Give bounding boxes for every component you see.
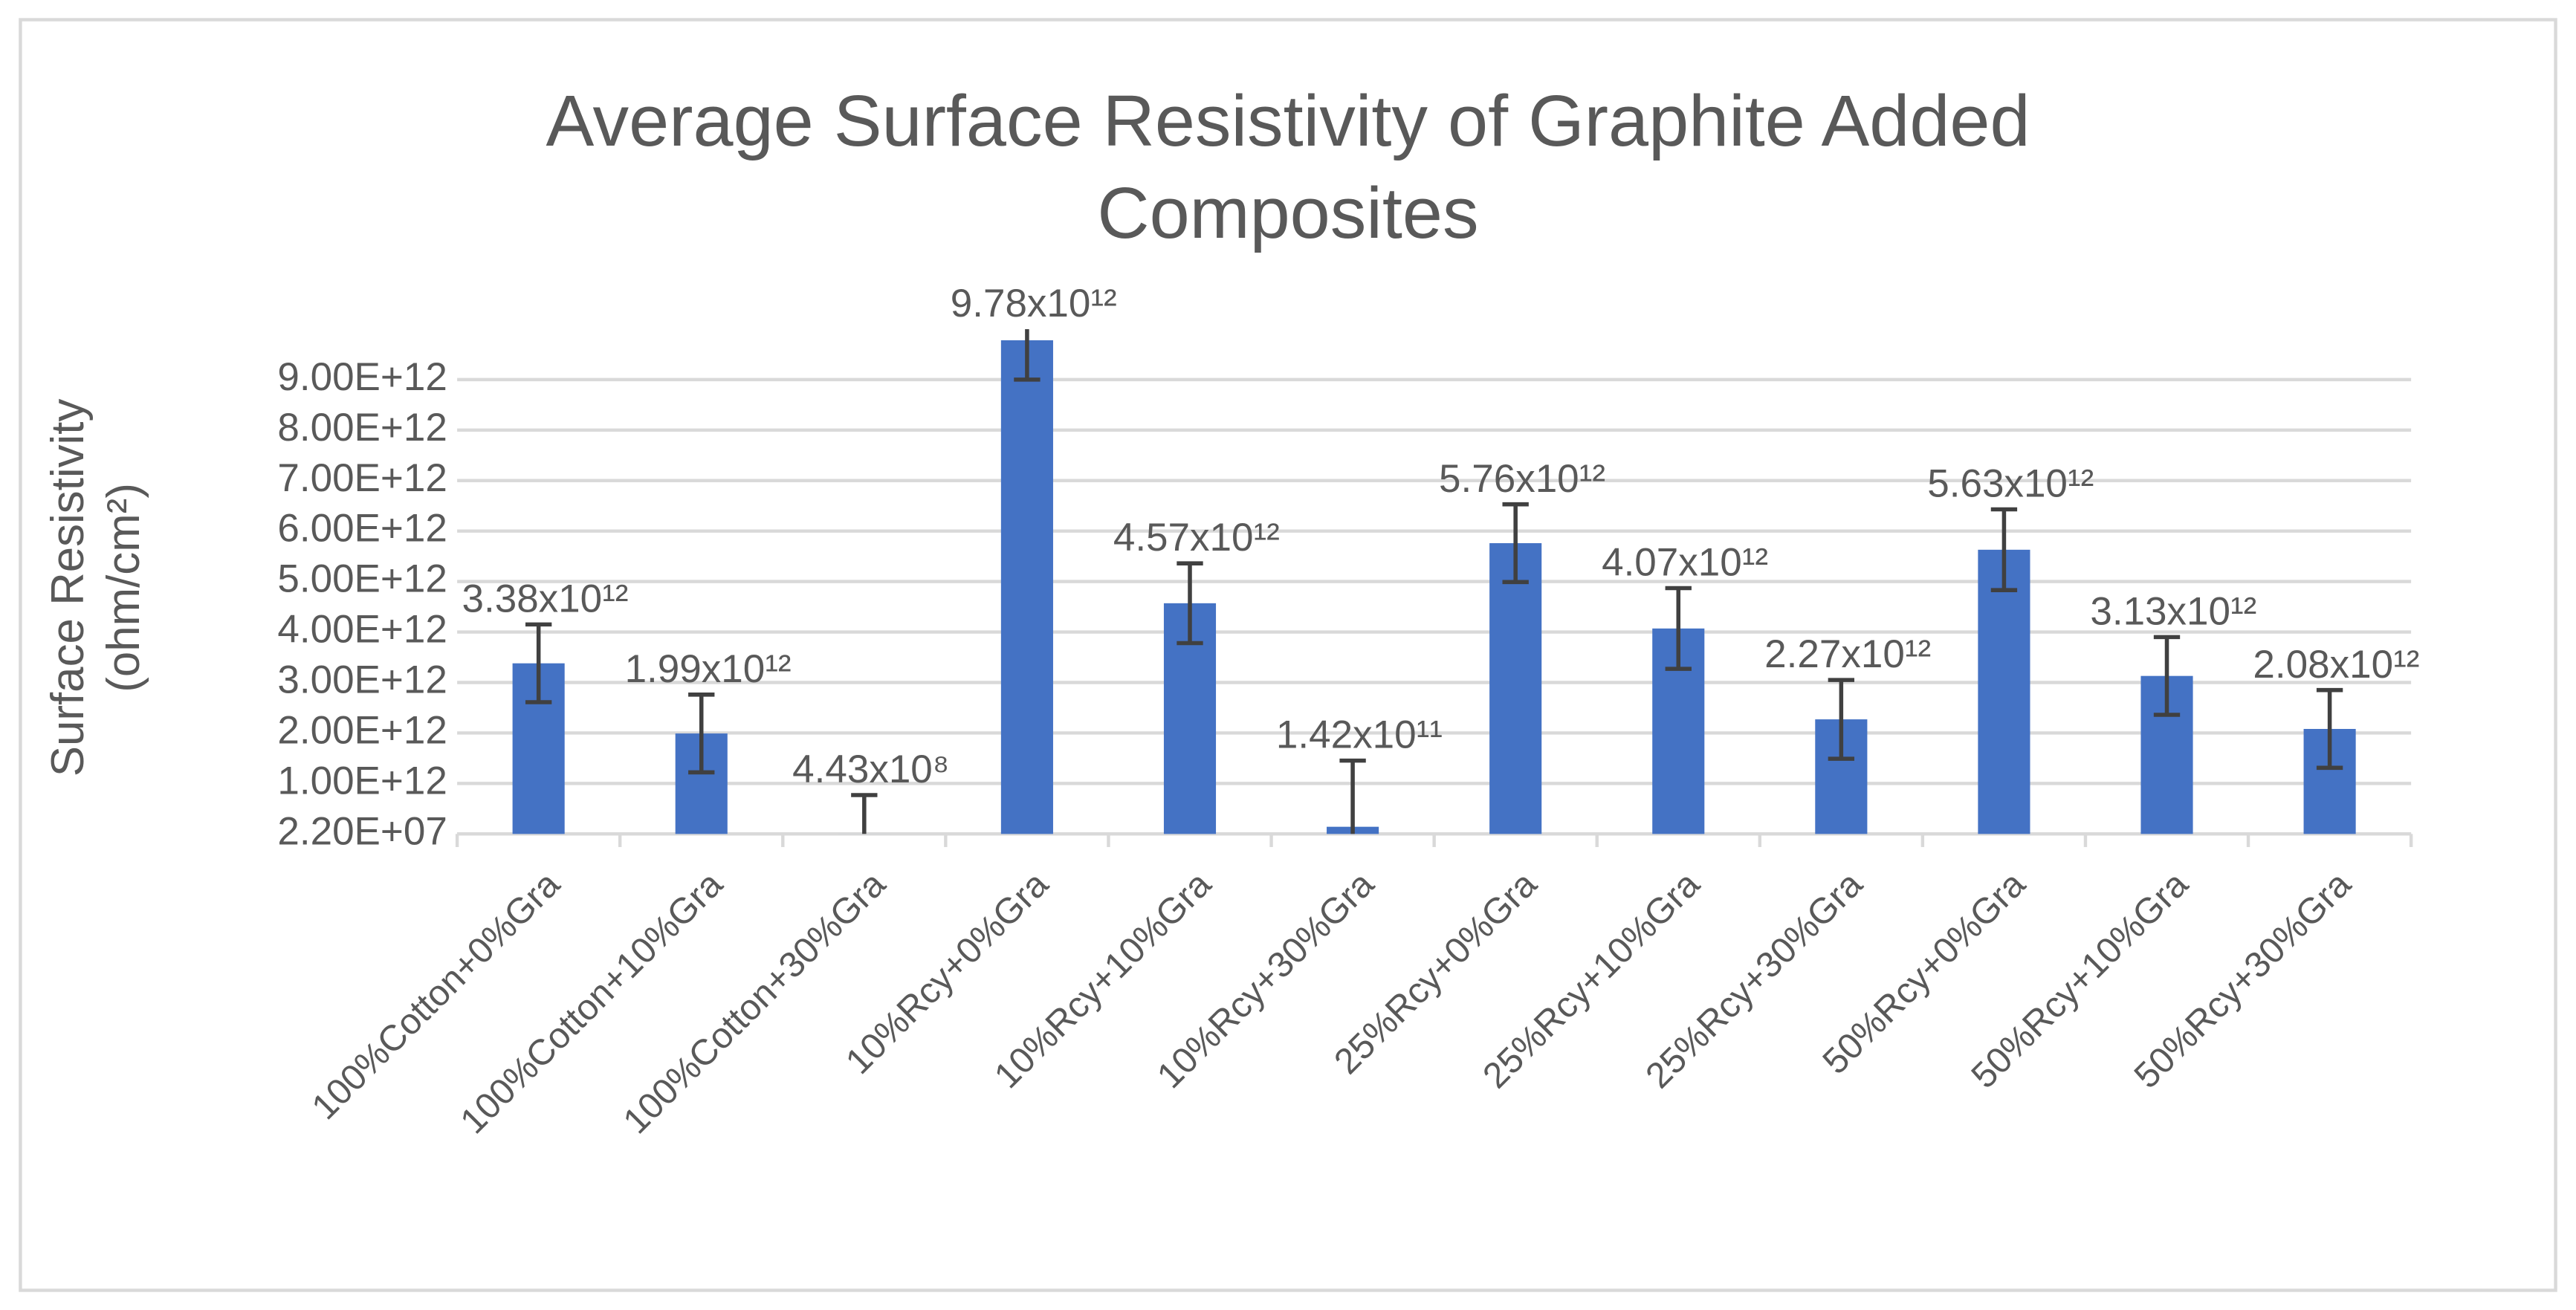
data-label: 4.57x10¹² [1113,516,1280,560]
chart-title: Average Surface Resistivity of Graphite … [546,80,2030,253]
y-tick-label: 4.00E+12 [277,608,447,652]
chart-frame [19,18,2557,1292]
data-label: 4.07x10¹² [1602,541,1768,585]
bar [1000,340,1053,834]
error-bar [1828,678,1855,761]
error-bar [525,622,552,704]
bar [1489,543,1542,834]
data-label: 4.43x10⁸ [792,748,949,791]
y-axis-label: Surface Resistivity (ohm/cm²) [42,399,149,777]
data-label: 5.76x10¹² [1439,457,1605,501]
error-bar [851,793,878,834]
data-label: 9.78x10¹² [951,282,1117,325]
error-bar [2153,635,2181,717]
y-tick-label: 6.00E+12 [277,507,447,551]
y-tick-label: 8.00E+12 [277,406,447,450]
error-bar [1665,586,1692,671]
y-tick-label: 5.00E+12 [277,557,447,601]
data-label: 5.63x10¹² [1927,462,2094,506]
bar [1978,549,2030,834]
y-tick-label: 2.00E+12 [277,708,447,752]
y-tick-label: 7.00E+12 [277,456,447,500]
error-bar [1177,561,1203,646]
data-label: 1.42x10¹¹ [1276,713,1443,757]
y-tick-label: 1.00E+12 [277,759,447,802]
y-tick-label: 2.20E+07 [277,809,447,853]
error-bar [1339,758,1366,834]
error-bar [2316,687,2343,771]
data-label: 2.08x10¹² [2253,643,2419,687]
y-tick-label: 9.00E+12 [277,355,447,399]
data-label: 3.38x10¹² [462,577,628,620]
error-bar [1014,328,1041,382]
data-label: 2.27x10¹² [1764,632,1931,676]
error-bar [1990,507,2018,592]
data-label: 3.13x10¹² [2090,589,2256,633]
error-bar [1502,502,1529,585]
y-tick-label: 3.00E+12 [277,658,447,702]
data-label: 1.99x10¹² [625,647,792,691]
error-bar [688,693,715,775]
